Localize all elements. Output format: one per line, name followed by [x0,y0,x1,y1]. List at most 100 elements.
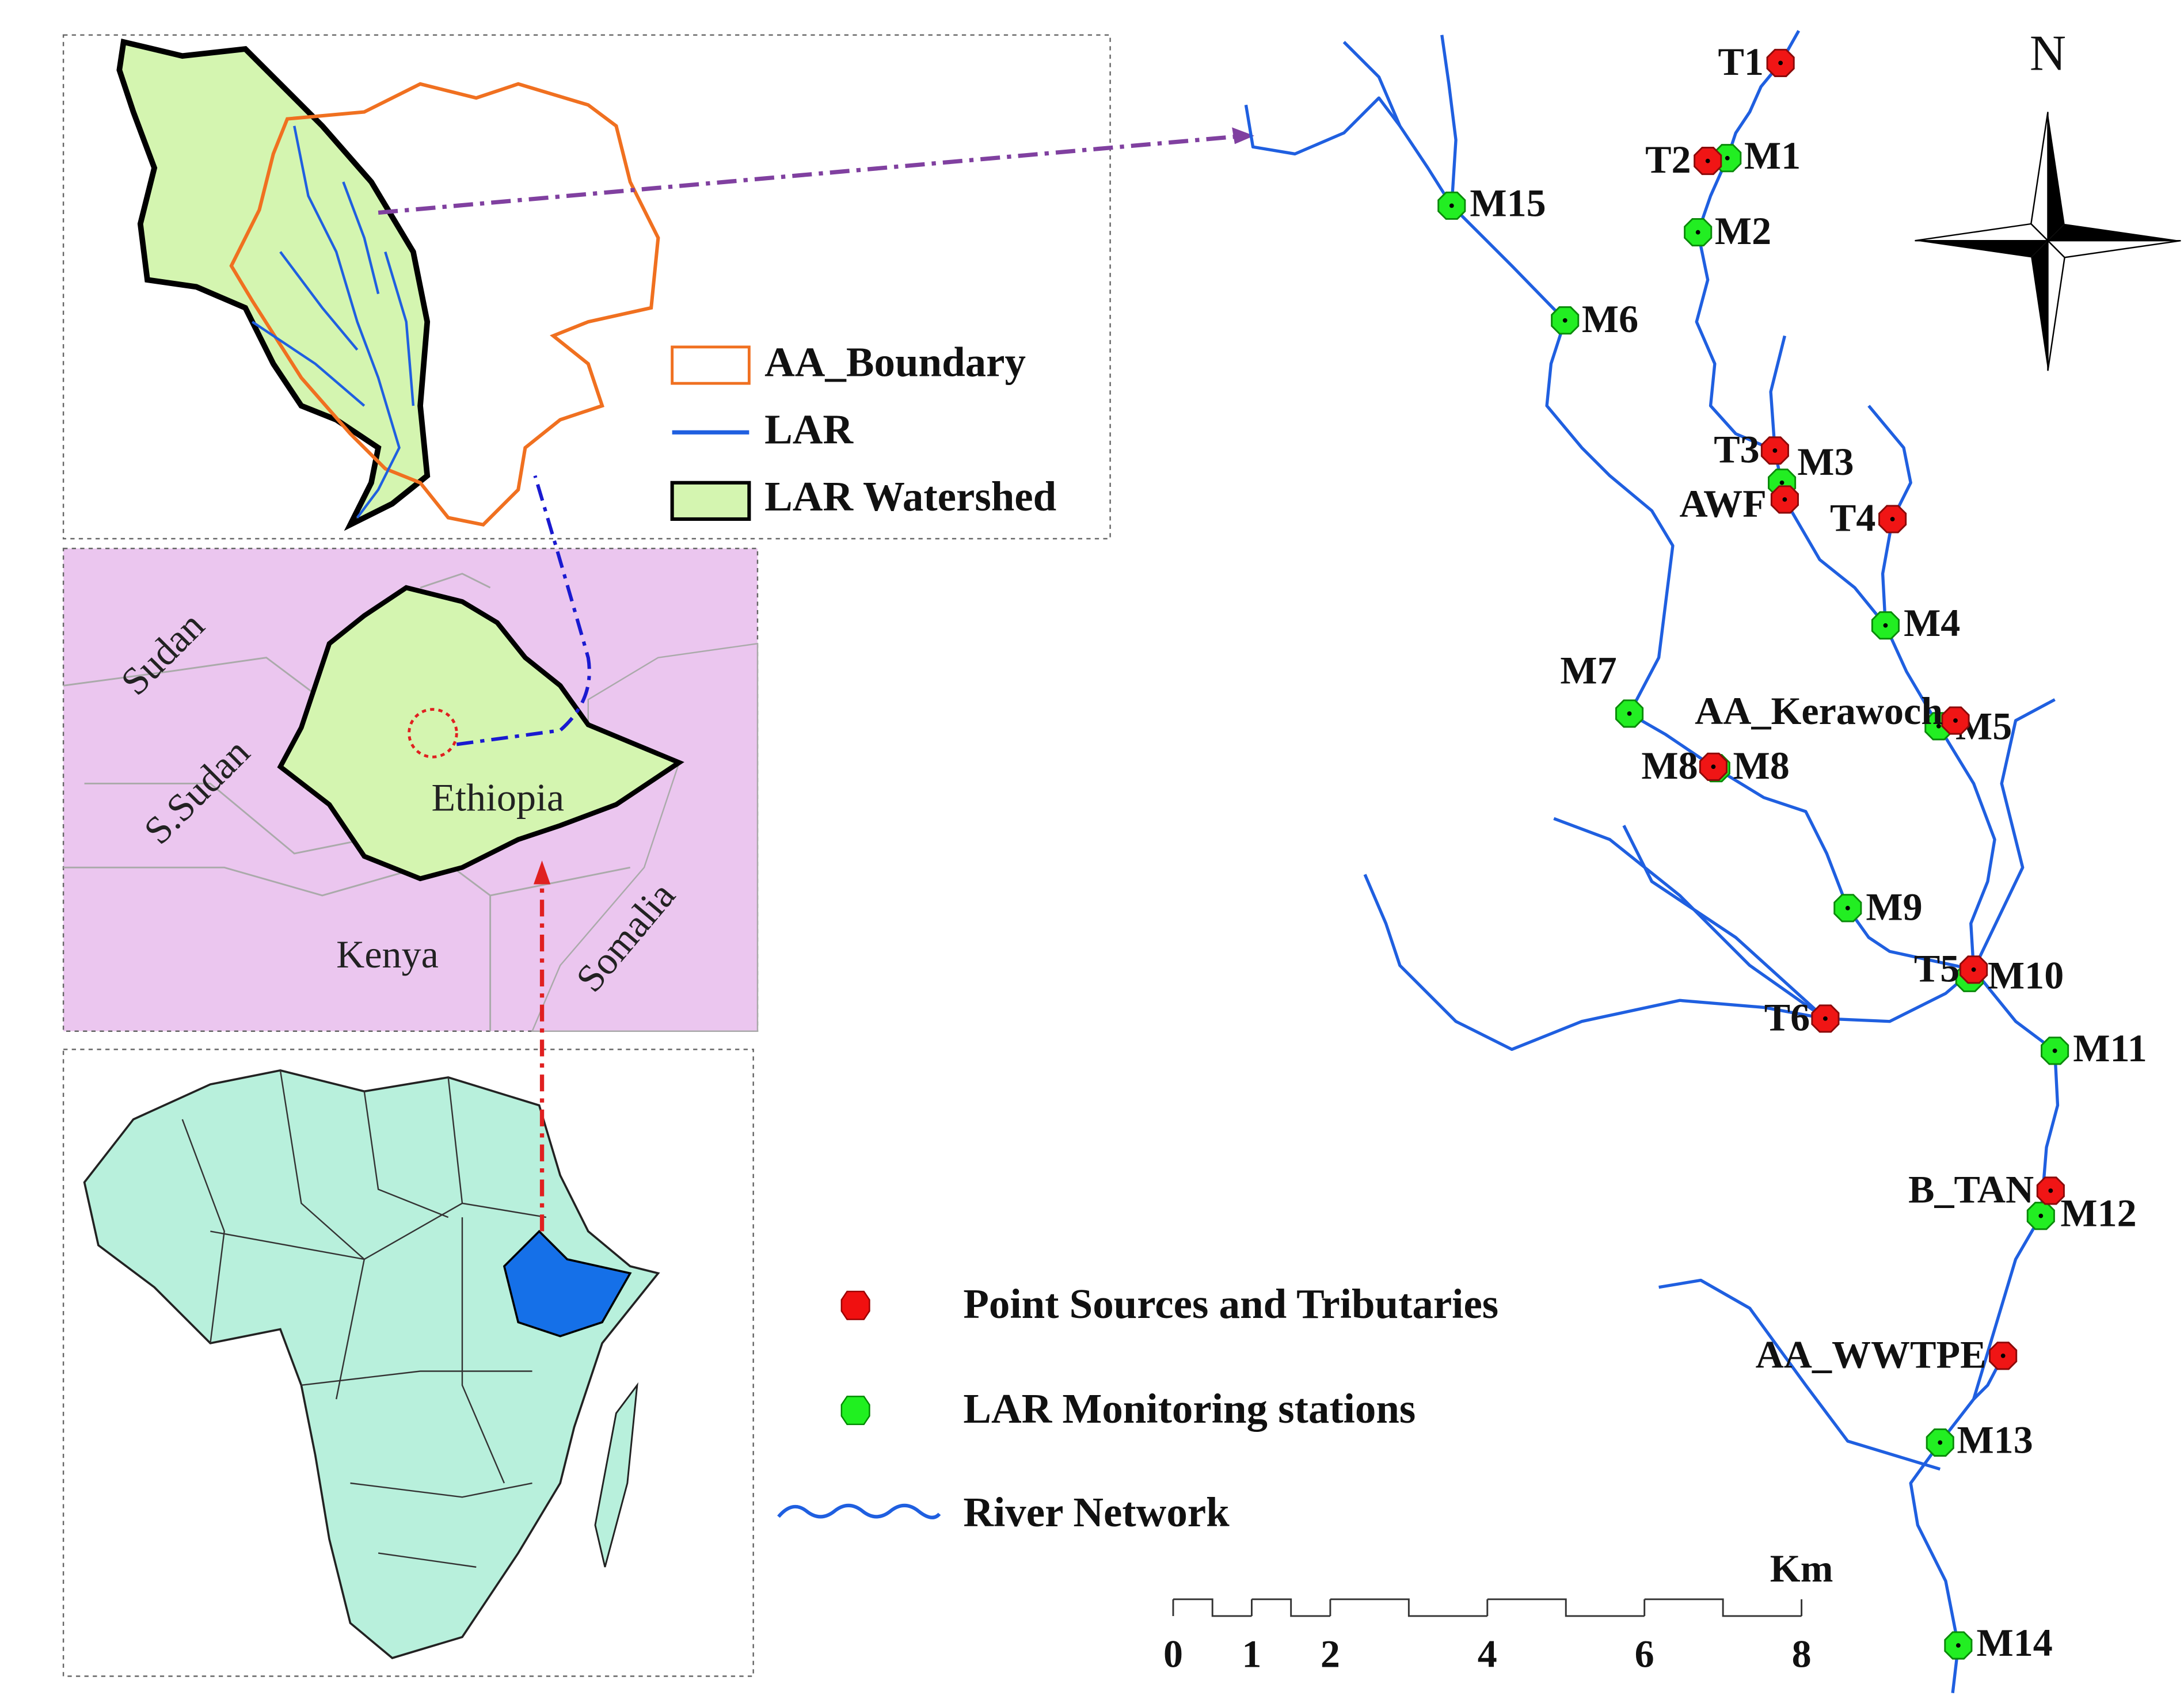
north-arrow: N [1915,25,2181,371]
station-label: M8 [1641,744,1698,787]
scale-segment [1251,1598,1330,1617]
legend-label: Point Sources and Tributaries [963,1281,1498,1327]
station-dot [1562,318,1567,323]
station-dot [1782,497,1787,502]
station-dot [1890,517,1895,521]
station-label: M9 [1866,885,1922,928]
legend-label: LAR Monitoring stations [963,1385,1416,1432]
country-label: Ethiopia [431,776,564,820]
station-dot [1711,764,1716,769]
scale-bar: Km 0 1 2 4 6 8 [1163,1546,1833,1675]
station-label: T6 [1764,995,1810,1039]
scale-tick-label: 4 [1478,1632,1497,1676]
station-dot [2038,1213,2044,1218]
station-dot [2048,1188,2053,1193]
station-dot [1883,623,1888,628]
arrow-head [1232,127,1255,144]
station-label: T2 [1645,138,1691,181]
scale-segment [1173,1598,1252,1617]
ethiopia-highlight [503,1229,632,1338]
station-dot [1953,718,1958,723]
station-dot [1936,723,1941,729]
lar-river [252,125,415,519]
africa-borders [181,1070,547,1568]
station-label: AA_WWTPE [1756,1332,1987,1376]
station-label: AA_Kerawoch [1695,689,1943,733]
river [1972,698,2056,970]
station-label: AWF [1680,482,1767,525]
madagascar [594,1382,638,1568]
station-dot [1938,1440,1943,1445]
scale-tick-label: 1 [1242,1632,1261,1676]
scale-tick-label: 0 [1163,1632,1183,1676]
scale-tick-label: 6 [1635,1632,1654,1676]
river [1244,96,1401,156]
legend-label: River Network [963,1489,1230,1535]
river [1553,817,1827,1020]
river [1440,35,1458,206]
station-dot [2052,1048,2057,1053]
station-dot [1772,448,1778,453]
station-dot [1449,203,1454,208]
inset-legend-label: LAR Watershed [764,473,1056,520]
scale-tick-label: 8 [1792,1632,1812,1676]
station-label: M8 [1733,744,1789,787]
scale-tick-label: 2 [1321,1632,1340,1676]
link-arrow [378,134,1246,215]
legend-marker [840,1396,870,1426]
station-label: T1 [1718,40,1764,83]
station-label: T5 [1914,946,1959,990]
station-dot [1705,158,1710,163]
inset-legend-label: LAR [764,406,854,452]
scale-segment [1644,1598,1802,1617]
river [1658,1278,1941,1471]
legend-swatch [671,345,751,385]
river [1867,405,1912,626]
station-dot [1955,1643,1961,1648]
arrow-head [533,860,551,885]
country-borders [63,573,631,1031]
legend-swatch [777,1503,941,1519]
africa [83,1069,660,1659]
legend-marker [840,1290,870,1320]
station-label: T3 [1714,427,1759,471]
north-label: N [2030,25,2066,81]
scale-segment [1330,1598,1487,1617]
river [1363,874,1975,1051]
study-area [408,708,458,759]
station-label: M3 [1797,440,1854,483]
station-label: M7 [1560,648,1616,692]
station-label: M11 [2073,1026,2147,1070]
station-label: M14 [1976,1621,2052,1664]
lar-watershed [116,38,431,531]
station-dot [1971,967,1976,972]
legend-swatch [670,481,751,521]
ethiopia [277,585,684,882]
station-label: M13 [1957,1418,2033,1462]
station-dot [1695,230,1700,235]
river [1622,825,1827,1020]
station-dot [1725,155,1730,161]
stations: M1M15M2M6M3M4M7M5M8M9M10M11M12M13M14T1T2… [1437,40,2147,1664]
station-dot [1845,905,1850,910]
river [1769,335,1787,451]
station-label: B_TAN [1908,1167,2034,1211]
scale-unit: Km [1770,1546,1833,1590]
station-label: M10 [1988,953,2064,997]
station-dot [1779,480,1785,485]
station-dot [1823,1016,1828,1021]
station-dot [2000,1353,2006,1358]
station-label: M2 [1715,209,1771,253]
inset-legend-label: AA_Boundary [764,339,1026,386]
scale-segment [1487,1598,1645,1617]
station-label: T4 [1830,496,1875,539]
link-line [456,475,591,746]
station-label: M12 [2060,1191,2136,1235]
station-label: M15 [1470,181,1546,224]
station-label: M1 [1744,134,1801,177]
country-label: Kenya [336,932,439,976]
station-dot [1627,711,1632,716]
station-dot [1778,60,1783,66]
station-label: M6 [1582,297,1638,341]
